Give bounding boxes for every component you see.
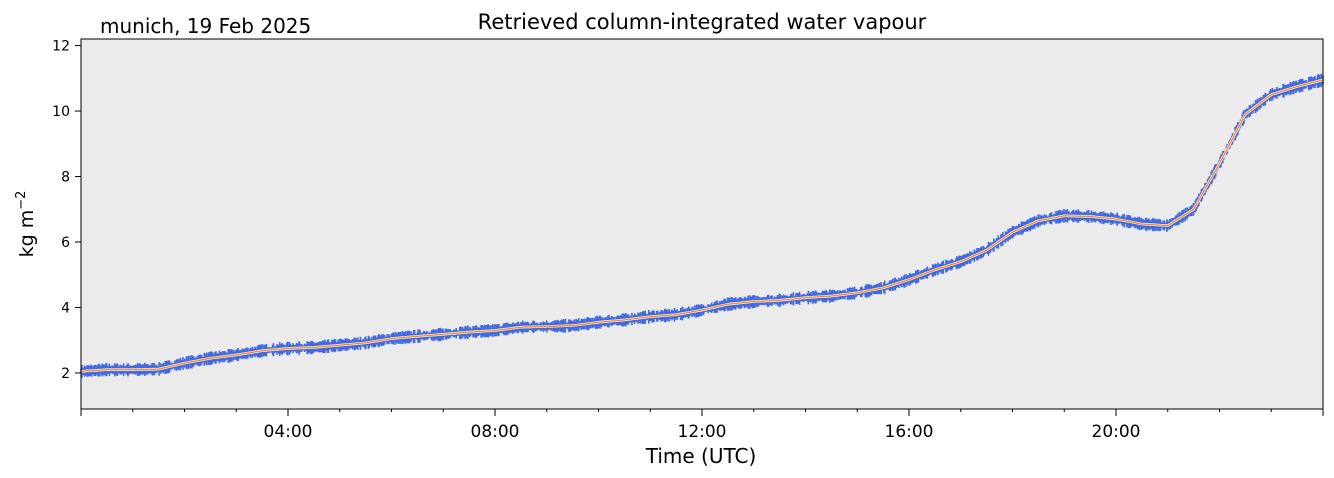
x-axis-ticks: 04:00 08:00 12:00 16:00 20:00 (80, 409, 1324, 442)
y-axis-ticks: 2 4 6 8 10 12 (52, 39, 81, 382)
x-tick-label: 20:00 (1092, 422, 1141, 442)
y-tick-label: 10 (52, 104, 70, 120)
chart-subtitle: munich, 19 Feb 2025 (100, 14, 311, 38)
y-axis-label-exponent: −2 (14, 191, 29, 210)
x-tick-label: 08:00 (471, 422, 520, 442)
y-axis-label: kg m−2 (14, 191, 38, 258)
y-tick-label: 2 (61, 366, 70, 382)
chart-title: Retrieved column-integrated water vapour (478, 10, 927, 34)
x-tick-label: 16:00 (885, 422, 934, 442)
y-tick-label: 6 (61, 235, 70, 251)
smoothed-series-line (80, 79, 1324, 373)
smoothed-series-layer (80, 78, 1324, 373)
y-tick-label: 12 (52, 39, 70, 55)
x-tick-label: 12:00 (678, 422, 727, 442)
y-tick-label: 4 (61, 300, 70, 316)
x-axis-label: Time (UTC) (645, 444, 757, 468)
x-tick-label: 04:00 (264, 422, 313, 442)
y-axis-label-unit: kg m (16, 210, 38, 258)
y-tick-label: 8 (61, 170, 70, 186)
